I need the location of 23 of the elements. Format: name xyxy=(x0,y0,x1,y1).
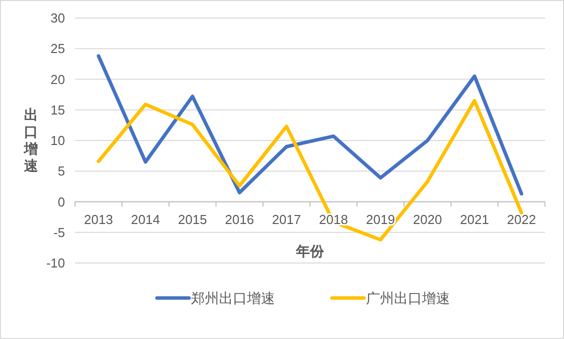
x-tick-label: 2016 xyxy=(225,212,254,227)
legend-label: 郑州出口增速 xyxy=(191,290,275,306)
y-tick-label: -10 xyxy=(46,256,65,271)
x-tick-label: 2014 xyxy=(131,212,160,227)
y-tick-label: -5 xyxy=(53,224,65,240)
y-axis-title: 出口增速 xyxy=(23,106,39,174)
x-tick-label: 2020 xyxy=(413,212,442,227)
y-tick-label: 25 xyxy=(50,41,65,56)
x-tick-label: 2021 xyxy=(460,212,489,227)
y-tick-label: 5 xyxy=(58,164,65,179)
x-tick-label: 2013 xyxy=(84,212,113,227)
x-axis-title: 年份 xyxy=(295,243,325,259)
x-tick-label: 2015 xyxy=(178,212,207,227)
y-tick-label: 30 xyxy=(50,10,65,26)
y-tick-label: 0 xyxy=(58,194,65,210)
y-tick-label: 10 xyxy=(50,133,65,148)
x-tick-label: 2019 xyxy=(366,212,395,227)
x-tick-label: 2022 xyxy=(507,212,536,227)
y-tick-label: 15 xyxy=(50,102,65,118)
y-tick-label: 20 xyxy=(50,72,65,87)
x-tick-label: 2017 xyxy=(272,212,301,227)
legend-label: 广州出口增速 xyxy=(366,290,450,306)
line-series xyxy=(96,54,524,196)
